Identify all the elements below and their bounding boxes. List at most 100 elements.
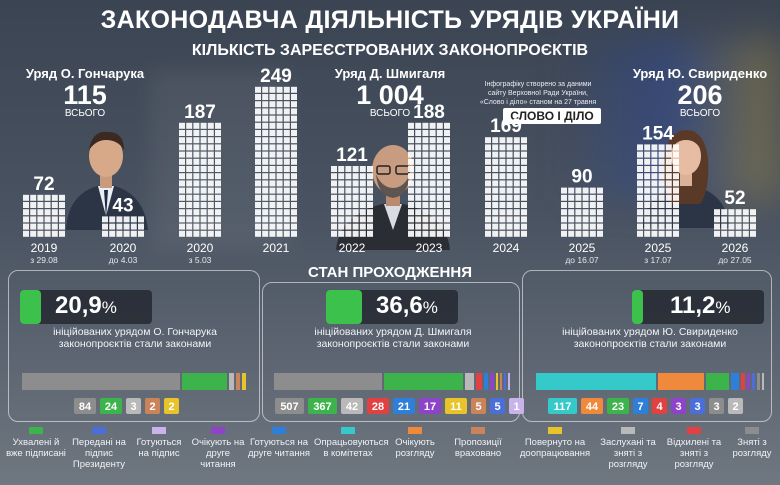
chart-category-label: 2020 <box>187 241 214 255</box>
svg-text:44: 44 <box>586 401 599 413</box>
status-segment <box>746 373 750 390</box>
count-chip: 7 <box>633 398 648 414</box>
slovo-i-dilo-logo: СЛОВО І ДІЛО <box>503 108 601 124</box>
legend-swatch <box>29 427 43 434</box>
legend-label: Готуються на друге читання <box>247 437 311 459</box>
svg-text:117: 117 <box>554 401 572 413</box>
chart-category-label: 2026 <box>722 241 749 255</box>
status-segment <box>475 373 482 390</box>
status-segment <box>705 373 730 390</box>
count-chip: 42 <box>341 398 363 414</box>
svg-text:3: 3 <box>694 401 700 413</box>
count-chip: 3 <box>690 398 705 414</box>
legend-label: Пропозиції враховано <box>454 437 502 459</box>
count-chip: 117 <box>548 398 577 414</box>
status-segment <box>756 373 760 390</box>
legend-swatch <box>471 427 485 434</box>
goncharuk-status-bar <box>22 373 246 390</box>
count-chip: 11 <box>445 398 467 414</box>
count-chip: 21 <box>393 398 415 414</box>
legend-label: Опрацьовуються в комітетах <box>314 437 389 459</box>
chart-value-label: 249 <box>260 66 292 87</box>
svg-text:21: 21 <box>398 401 410 413</box>
legend-item: Очікують на друге читання <box>190 427 246 470</box>
svg-text:7: 7 <box>637 401 643 413</box>
chart-category-label: 2025 <box>569 241 596 255</box>
chart-value-label: 90 <box>571 167 592 188</box>
count-chip: 4 <box>652 398 667 414</box>
legend-swatch <box>687 427 701 434</box>
legend-swatch <box>621 427 635 434</box>
count-chip: 23 <box>607 398 629 414</box>
status-segment <box>536 373 657 390</box>
status-segment <box>490 373 494 390</box>
count-chip: 44 <box>581 398 603 414</box>
legend-swatch <box>152 427 166 434</box>
count-chip: 2 <box>145 398 160 414</box>
chart-bar-2020-1 <box>102 216 144 237</box>
chart-value-label: 188 <box>413 102 445 123</box>
gov-goncharuk-total: 115 <box>63 80 107 110</box>
legend-label: Очікують на друге читання <box>191 437 245 470</box>
svg-text:3: 3 <box>675 401 681 413</box>
count-chip: 84 <box>74 398 96 414</box>
goncharuk-caption: ініційованих урядом О. Гончарука законоп… <box>53 326 217 350</box>
legend-swatch <box>211 427 225 434</box>
status-segment <box>464 373 474 390</box>
chart-category-label: 2024 <box>493 241 520 255</box>
chart-period-label: з 17.07 <box>644 255 672 265</box>
chart-category-label: 2025 <box>645 241 672 255</box>
gov-goncharuk-name: Уряд О. Гончарука <box>25 66 145 81</box>
chart-period-label: з 5.03 <box>189 255 212 265</box>
chart-bar-2021-3 <box>255 86 297 237</box>
count-chip: 367 <box>308 398 337 414</box>
goncharuk-percent-value: 20,9% <box>55 292 117 319</box>
legend-label: Очікують розгляду <box>395 437 435 459</box>
legend-item: Пропозиції враховано <box>447 427 509 459</box>
chart-value-label: 52 <box>724 188 745 209</box>
svyrydenko-percent-value: 11,2% <box>670 292 731 319</box>
chart-value-label: 187 <box>184 102 216 123</box>
chart-period-label: до 27.05 <box>718 255 752 265</box>
status-segment <box>384 373 463 390</box>
count-chip: 5 <box>471 398 486 414</box>
chart-category-label: 2019 <box>31 241 58 255</box>
count-chip: 1 <box>509 398 524 414</box>
legend-swatch <box>408 427 422 434</box>
svg-text:4: 4 <box>656 401 663 413</box>
svg-text:3: 3 <box>130 401 136 413</box>
svg-text:23: 23 <box>612 401 624 413</box>
status-segment <box>274 373 383 390</box>
svg-text:367: 367 <box>313 401 331 413</box>
goncharuk-percent-box <box>20 290 152 324</box>
legend-item: Ухвалені й вже підписані <box>6 427 66 459</box>
status-segment <box>242 373 246 390</box>
svg-text:1: 1 <box>513 401 519 413</box>
svg-text:42: 42 <box>346 401 358 413</box>
shmyhal-percent-fill <box>326 290 363 324</box>
count-chip: 28 <box>367 398 389 414</box>
chart-value-label: 169 <box>490 116 522 137</box>
status-segment <box>504 373 507 390</box>
chart-value-label: 72 <box>33 174 54 195</box>
gov-goncharuk-total-word: ВСЬОГО <box>64 108 106 119</box>
legend-label: Передані на підпис Президенту <box>72 437 126 470</box>
count-chip: 2 <box>728 398 743 414</box>
svg-text:5: 5 <box>494 401 500 413</box>
status-segment <box>181 373 227 390</box>
status-segment <box>740 373 745 390</box>
legend-label: Заслухані та зняті з розгляду <box>600 437 656 470</box>
status-segment <box>761 373 764 390</box>
svg-text:2: 2 <box>149 401 155 413</box>
gov-shmyhal-total-word: ВСЬОГО <box>369 108 411 119</box>
svg-text:3: 3 <box>713 401 719 413</box>
chart-period-label: з 29.08 <box>30 255 58 265</box>
gov-shmyhal-total: 1 004 <box>356 80 424 110</box>
count-chip: 3 <box>126 398 141 414</box>
status-segment <box>731 373 739 390</box>
chart-bar-2023-5 <box>408 122 450 237</box>
svg-text:2: 2 <box>168 401 174 413</box>
svyrydenko-percent-fill <box>632 290 644 324</box>
count-chip: 2 <box>164 398 179 414</box>
